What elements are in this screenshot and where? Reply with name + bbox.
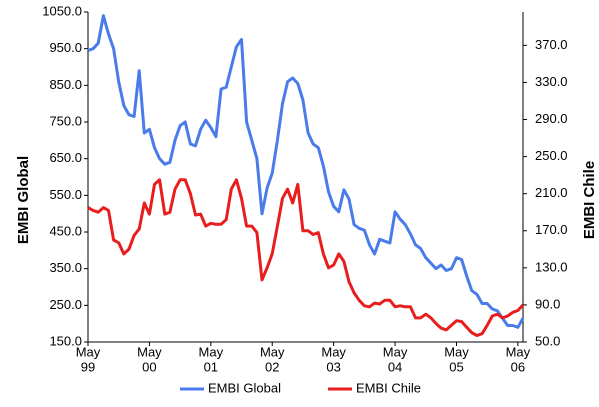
y-tick-label: 550.0 [49,187,82,202]
x-tick-label: 05 [449,359,463,374]
y-tick-label: 250.0 [49,297,82,312]
x-tick-label: May [76,344,101,359]
y2-tick-label: 370.0 [535,37,568,52]
x-tick-label: May [383,344,408,359]
x-tick-label: May [260,344,285,359]
y-tick-label: 950.0 [49,40,82,55]
x-tick-label: 03 [326,359,340,374]
y2-tick-label: 210.0 [535,185,568,200]
x-tick-label: May [444,344,469,359]
y2-tick-label: 330.0 [535,74,568,89]
y-tick-label: 650.0 [49,150,82,165]
y2-tick-label: 90.0 [535,296,560,311]
x-tick-label: May [199,344,224,359]
y-tick-label: 850.0 [49,77,82,92]
y-tick-label: 1050.0 [42,3,82,18]
x-tick-label: 01 [204,359,218,374]
y-tick-label: 150.0 [49,333,82,348]
y-tick-label: 350.0 [49,260,82,275]
x-tick-label: 00 [142,359,156,374]
legend-label: EMBI Chile [356,380,421,395]
y2-tick-label: 130.0 [535,259,568,274]
legend-label: EMBI Global [208,380,281,395]
x-tick-label: 06 [511,359,525,374]
line-series [87,14,525,329]
y2-axis-title: EMBI Chile [581,161,598,239]
y2-tick-label: 170.0 [535,222,568,237]
y2-tick-label: 290.0 [535,111,568,126]
line-series [87,178,525,337]
x-tick-label: May [137,344,162,359]
y2-tick-label: 250.0 [535,148,568,163]
x-tick-label: May [506,344,531,359]
x-tick-label: 99 [81,359,95,374]
y-tick-label: 750.0 [49,113,82,128]
x-tick-label: May [321,344,346,359]
y2-tick-label: 50.0 [535,333,560,348]
x-tick-label: 02 [265,359,279,374]
y-tick-label: 450.0 [49,223,82,238]
x-tick-label: 04 [388,359,402,374]
y-axis-title: EMBI Global [15,156,32,244]
